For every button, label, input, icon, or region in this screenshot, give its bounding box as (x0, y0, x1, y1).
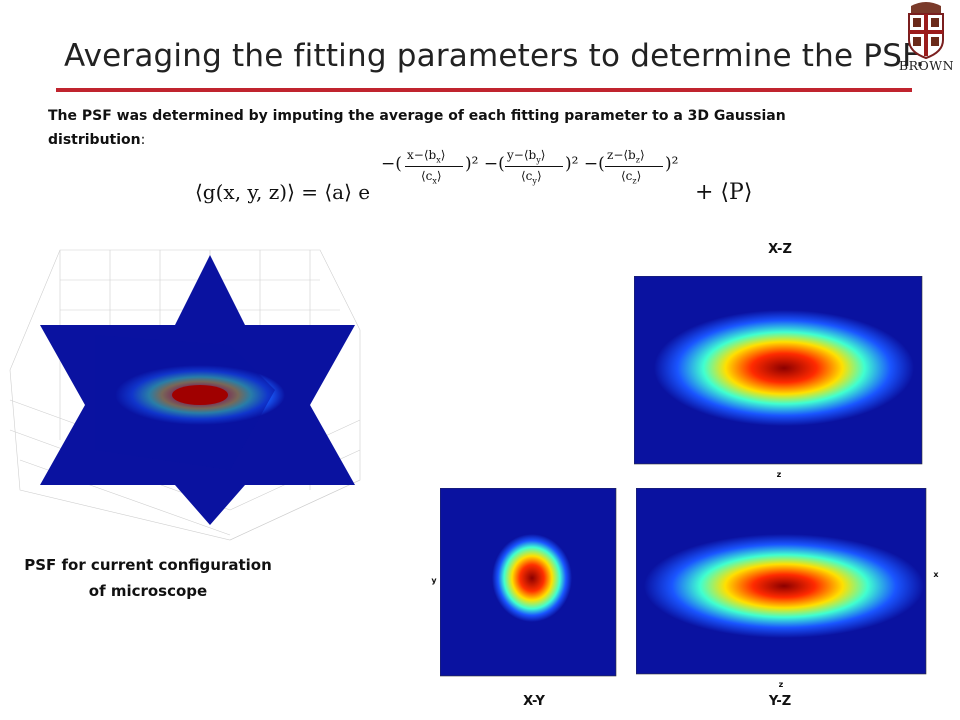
psf-caption: PSF for current configuration of microsc… (14, 552, 282, 604)
equation-tail: + ⟨P⟩ (695, 180, 753, 205)
intro-bold-text: The PSF was determined by imputing the a… (48, 108, 786, 148)
psf-3d-rendering (9, 249, 361, 541)
exp-sign-1: −( (381, 154, 402, 174)
frac3-num: z−⟨bz⟩ (607, 148, 645, 165)
gaussian-equation: ⟨g(x, y, z)⟩ = ⟨a⟩ e −( x−⟨bx⟩ ⟨cx⟩ )² −… (185, 140, 785, 220)
xy-label: X-Y (523, 694, 545, 709)
yz-axis-x: x (933, 570, 939, 579)
xz-label: X-Z (768, 242, 792, 257)
frac2-den: ⟨cy⟩ (521, 169, 542, 186)
caption-line-1: PSF for current configuration (24, 556, 272, 574)
yz-label: Y-Z (768, 694, 792, 709)
xz-axis-z: z (776, 470, 782, 479)
frac1-bar (405, 166, 463, 167)
xy-heatmap (440, 488, 617, 677)
slide-title: Averaging the fitting parameters to dete… (64, 38, 926, 74)
frac1-num: x−⟨bx⟩ (407, 148, 446, 165)
exp-sign-2: )² −( (465, 154, 505, 174)
title-rule (56, 88, 912, 92)
equation-lhs: ⟨g(x, y, z)⟩ = ⟨a⟩ e (195, 180, 371, 204)
frac3-bar (605, 166, 663, 167)
frac2-bar (505, 166, 563, 167)
yz-heatmap (636, 488, 927, 675)
frac1-den: ⟨cx⟩ (421, 169, 442, 186)
exp-sign-3: )² −( (565, 154, 605, 174)
frac3-den: ⟨cz⟩ (621, 169, 642, 186)
intro-colon: : (140, 132, 146, 148)
xy-axis-y: y (431, 576, 437, 585)
frac2-num: y−⟨by⟩ (507, 148, 546, 165)
intro-text: The PSF was determined by imputing the a… (48, 104, 878, 152)
psf-core-3d (172, 385, 228, 405)
caption-line-2: of microscope (88, 582, 208, 600)
exp-close: )² (665, 154, 679, 174)
brown-shield-logo (908, 2, 944, 60)
xz-heatmap (634, 276, 923, 465)
yz-axis-z: z (778, 680, 784, 689)
logo-wordmark: BROWN (898, 58, 955, 73)
